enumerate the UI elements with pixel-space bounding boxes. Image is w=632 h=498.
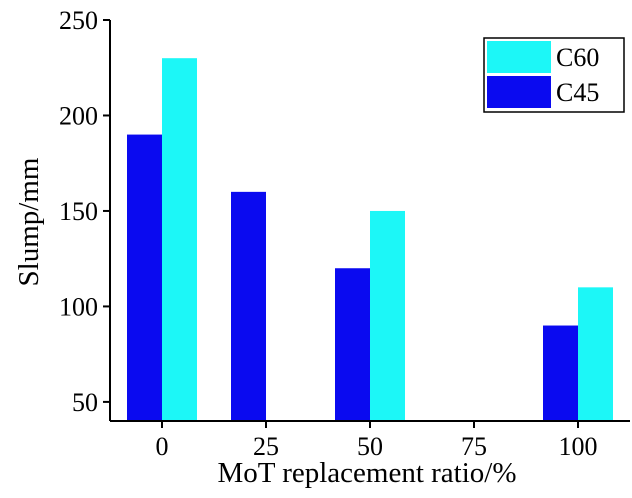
y-tick-label-100: 100: [59, 292, 98, 321]
legend-swatch-c60: [487, 41, 551, 73]
x-axis-title: MoT replacement ratio/%: [217, 457, 516, 489]
bars-layer: [127, 58, 613, 422]
bar-c45-100: [543, 325, 578, 421]
legend-label-c60: C60: [556, 43, 599, 72]
bar-c60-0: [162, 58, 197, 421]
bar-c60-100: [578, 287, 613, 421]
x-tick-label-50: 50: [357, 432, 383, 461]
bar-c60-50: [370, 210, 405, 421]
y-tick-label-150: 150: [59, 197, 98, 226]
bar-c45-0: [127, 134, 162, 422]
bar-c45-25: [231, 191, 266, 421]
y-tick-label-50: 50: [72, 388, 98, 417]
bar-c45-50: [335, 268, 370, 421]
legend-label-c45: C45: [556, 78, 599, 107]
ticks-layer: 50 100 150 200 250 0 25 50 75 100: [59, 6, 598, 461]
x-tick-label-100: 100: [559, 432, 598, 461]
y-tick-label-250: 250: [59, 6, 98, 35]
legend-swatch-c45: [487, 76, 551, 108]
x-tick-label-75: 75: [461, 432, 487, 461]
y-axis-title: Slump/mm: [13, 157, 45, 286]
y-tick-label-200: 200: [59, 101, 98, 130]
x-tick-label-0: 0: [156, 432, 169, 461]
x-tick-label-25: 25: [253, 432, 279, 461]
